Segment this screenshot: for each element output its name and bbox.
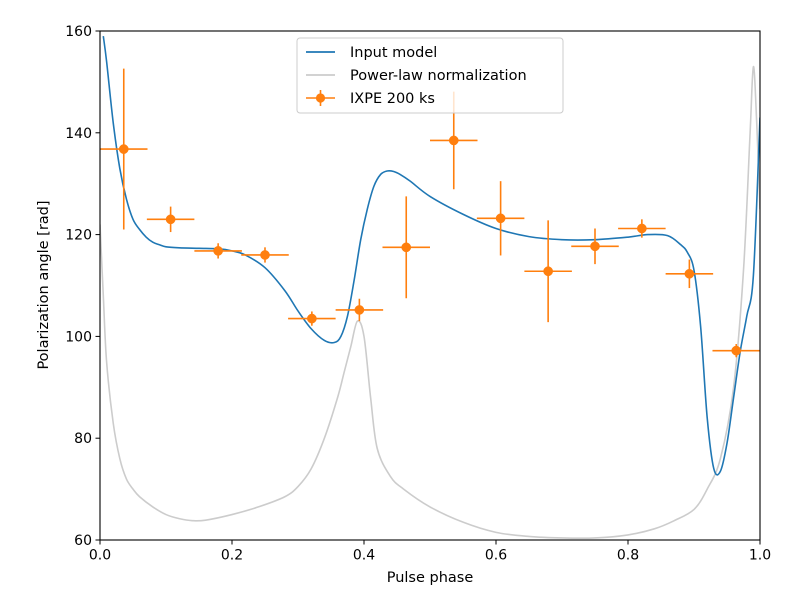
data-point	[382, 196, 430, 299]
data-point	[524, 220, 572, 323]
data-point	[476, 181, 525, 256]
legend-entry: Input model	[306, 45, 437, 61]
data-point	[241, 247, 289, 263]
data-point	[335, 298, 384, 322]
axes: 0.0 0.2 0.4 0.6 0.8 1.0 60 80 100 120 140 160	[65, 24, 771, 564]
x-axis-label: Pulse phase	[387, 570, 474, 586]
data-marker	[354, 305, 365, 315]
y-tick-label: 80	[74, 431, 92, 447]
y-tick-label: 120	[65, 228, 92, 244]
data-point	[571, 228, 619, 265]
legend-label: IXPE 200 ks	[350, 91, 435, 107]
data-marker	[731, 345, 742, 356]
legend-marker	[315, 93, 326, 103]
data-marker	[590, 241, 600, 252]
series-line-input-model	[102, 35, 760, 476]
data-point	[146, 206, 195, 233]
data-point	[100, 68, 148, 230]
y-tick-label: 100	[65, 329, 92, 345]
x-tick-label: 1.0	[749, 548, 771, 564]
data-marker	[307, 313, 317, 324]
data-marker	[118, 144, 129, 154]
x-tick-label: 0.8	[617, 548, 639, 564]
y-tick-label: 140	[65, 126, 92, 142]
legend: Input model Power-law normalization IXPE 2…	[296, 37, 564, 114]
data-marker	[543, 266, 553, 277]
x-tick-label: 0.0	[89, 548, 111, 564]
data-marker	[260, 250, 270, 260]
x-tick-label: 0.4	[353, 548, 375, 564]
legend-entry: Power-law normalization	[306, 68, 527, 84]
plot-series-group	[100, 35, 760, 540]
data-marker	[165, 214, 176, 225]
data-point	[712, 344, 760, 358]
data-point	[288, 311, 336, 326]
data-marker	[213, 246, 223, 256]
series-line-power-law-normalization	[100, 65, 760, 540]
data-marker	[637, 223, 647, 234]
data-point	[618, 219, 666, 238]
legend-label: Input model	[350, 45, 437, 61]
data-marker	[495, 213, 506, 224]
legend-entry: IXPE 200 ks	[306, 90, 435, 107]
y-axis-label: Polarization angle [rad]	[36, 200, 52, 369]
plot-area	[100, 35, 760, 540]
y-tick-label: 60	[74, 533, 92, 549]
data-point	[665, 259, 714, 289]
x-tick-label: 0.2	[221, 548, 243, 564]
legend-box	[296, 37, 564, 114]
data-marker	[448, 135, 459, 146]
axes-frame	[99, 30, 761, 541]
data-marker	[684, 268, 695, 279]
data-point	[194, 243, 242, 259]
y-tick-label: 160	[65, 24, 92, 40]
data-marker	[401, 242, 412, 253]
x-tick-label: 0.6	[485, 548, 507, 564]
legend-label: Power-law normalization	[350, 68, 527, 84]
